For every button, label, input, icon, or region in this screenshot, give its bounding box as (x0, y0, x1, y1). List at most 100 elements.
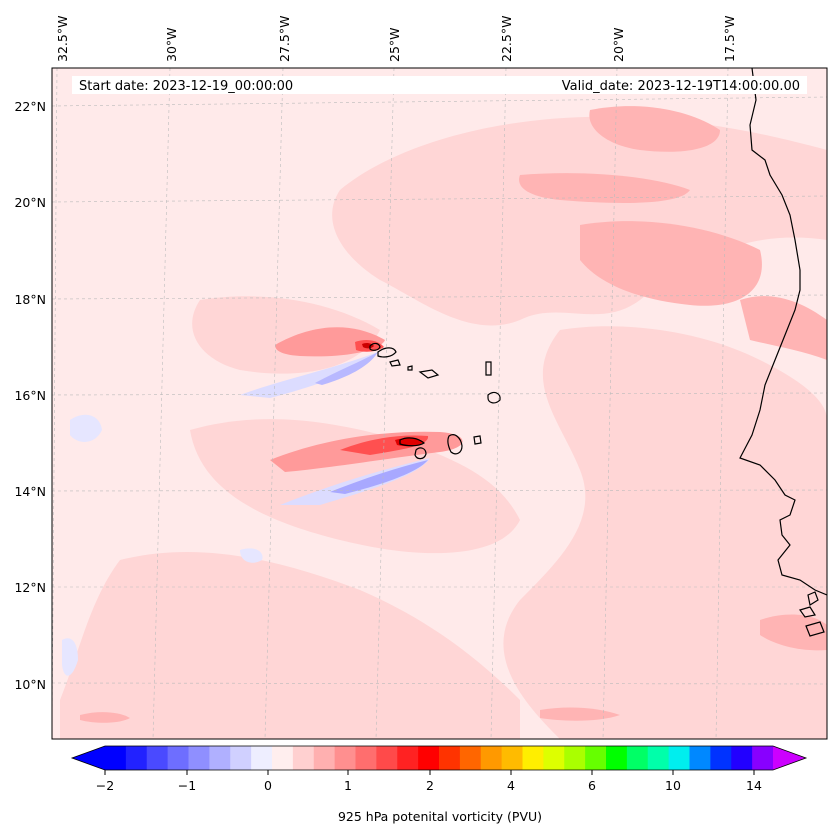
gridline-30W (152, 67, 171, 740)
colorbar-swatch (710, 746, 732, 770)
pv-band-coast (740, 296, 827, 360)
colorbar-extend-max (773, 746, 806, 770)
lon-label: 20°W (611, 27, 626, 62)
island-bissagos-2 (799, 606, 816, 618)
pv-field-north (332, 116, 827, 326)
gridlines (51, 67, 828, 740)
colorbar-swatch (167, 746, 190, 770)
island-santiago (447, 434, 463, 455)
start-date-label: Start date: 2023-12-19_00:00:00 (79, 79, 293, 94)
lon-label: 25°W (387, 27, 402, 62)
colorbar: −2 −1 0 1 2 4 6 10 14 925 hPa potenital … (70, 745, 808, 824)
pv-negative-south-central (240, 548, 263, 563)
colorbar-swatch (146, 746, 169, 770)
gridline-17.5W (715, 67, 729, 740)
island-boa-vista (487, 391, 501, 404)
colorbar-tick-label: 14 (746, 778, 762, 793)
colorbar-swatch (522, 746, 544, 770)
colorbar-swatch (543, 746, 565, 770)
pv-contours (60, 106, 827, 739)
pv-speck-1 (80, 712, 130, 723)
colorbar-extend-min (72, 746, 105, 770)
colorbar-swatch (334, 746, 357, 770)
african-coastline (739, 68, 827, 596)
colorbar-swatch (752, 746, 774, 770)
lat-label: 20°N (14, 195, 46, 210)
header-box (72, 76, 807, 94)
coastlines (369, 68, 827, 637)
colorbar-tick-label: 0 (264, 778, 272, 793)
colorbar-swatch (585, 746, 607, 770)
lon-label: 30°W (164, 27, 179, 62)
lon-label: 17.5°W (722, 16, 737, 62)
colorbar-swatch (105, 746, 127, 770)
colorbar-swatch (292, 746, 315, 770)
pv-streamer-north-peak (362, 342, 374, 349)
island-maio (473, 435, 482, 445)
colorbar-tick-label: 1 (344, 778, 352, 793)
island-bissagos-3 (805, 621, 825, 637)
pv-field-south (60, 551, 520, 739)
colorbar-swatch (251, 746, 273, 770)
colorbar-swatch (647, 746, 670, 770)
lat-label: 22°N (14, 99, 46, 114)
colorbar-label: 925 hPa potenital vorticity (PVU) (338, 809, 542, 824)
pv-band-northeast (580, 221, 762, 306)
pv-band-north-2 (519, 173, 690, 203)
island-santo-antao (369, 342, 381, 351)
lat-label: 12°N (14, 580, 46, 595)
island-brava (399, 437, 426, 447)
colorbar-swatch (209, 746, 231, 770)
longitude-labels: 32.5°W 30°W 27.5°W 25°W 22.5°W 20°W 17.5… (55, 16, 737, 62)
colorbar-swatch (313, 746, 336, 770)
pv-band-southeast (760, 614, 827, 651)
lon-label: 27.5°W (277, 16, 292, 62)
lat-label: 10°N (14, 677, 46, 692)
gridline-25W (375, 67, 395, 740)
colorbar-swatch (731, 746, 753, 770)
colorbar-swatch (626, 746, 649, 770)
island-sao-nicolau (418, 369, 440, 379)
pv-field-east (503, 326, 827, 739)
map-panel: Start date: 2023-12-19_00:00:00 Valid_da… (14, 16, 828, 740)
island-raso (407, 365, 413, 371)
colorbar-swatch (418, 746, 440, 770)
map-frame (51, 67, 828, 740)
colorbar-tick-label: −1 (178, 778, 196, 793)
lat-label: 16°N (14, 388, 46, 403)
pv-negative-north-core (315, 352, 378, 385)
pv-negative-south (280, 458, 430, 505)
colorbar-swatch (480, 746, 503, 770)
colorbar-tick-label: 10 (665, 778, 681, 793)
colorbar-tick-label: −2 (96, 778, 114, 793)
valid-date-label: Valid_date: 2023-12-19T14:00:00.00 (562, 79, 800, 94)
colorbar-swatch (188, 746, 210, 770)
colorbar-swatch (564, 746, 586, 770)
pv-negative-south-core (330, 460, 428, 494)
colorbar-swatch (125, 746, 148, 770)
colorbar-swatch (397, 746, 419, 770)
colorbar-ticks (104, 770, 755, 775)
colorbar-swatch (439, 746, 461, 770)
island-sal (485, 361, 492, 376)
colorbar-tick-label: 4 (507, 778, 515, 793)
latitude-labels: 22°N 20°N 18°N 16°N 14°N 12°N 10°N (14, 99, 46, 692)
lat-label: 14°N (14, 484, 46, 499)
island-sao-vicente (377, 347, 397, 358)
colorbar-swatch (606, 746, 628, 770)
pv-negative-southwest (62, 638, 78, 676)
island-bissagos-1 (807, 591, 819, 606)
lon-label: 22.5°W (499, 16, 514, 62)
gridline-22.5W (490, 67, 507, 740)
colorbar-tick-labels: −2 −1 0 1 2 4 6 10 14 (96, 778, 762, 793)
island-santa-luzia (389, 359, 401, 367)
gridline-27.5W (264, 67, 284, 740)
colorbar-swatch (376, 746, 398, 770)
pv-band-north (589, 106, 720, 152)
pv-speck-2 (540, 707, 620, 721)
lon-label: 32.5°W (55, 16, 70, 62)
colorbar-swatch (230, 746, 252, 770)
colorbar-tick-label: 6 (588, 778, 596, 793)
colorbar-swatch (668, 746, 691, 770)
colorbar-tick-label: 2 (426, 778, 434, 793)
